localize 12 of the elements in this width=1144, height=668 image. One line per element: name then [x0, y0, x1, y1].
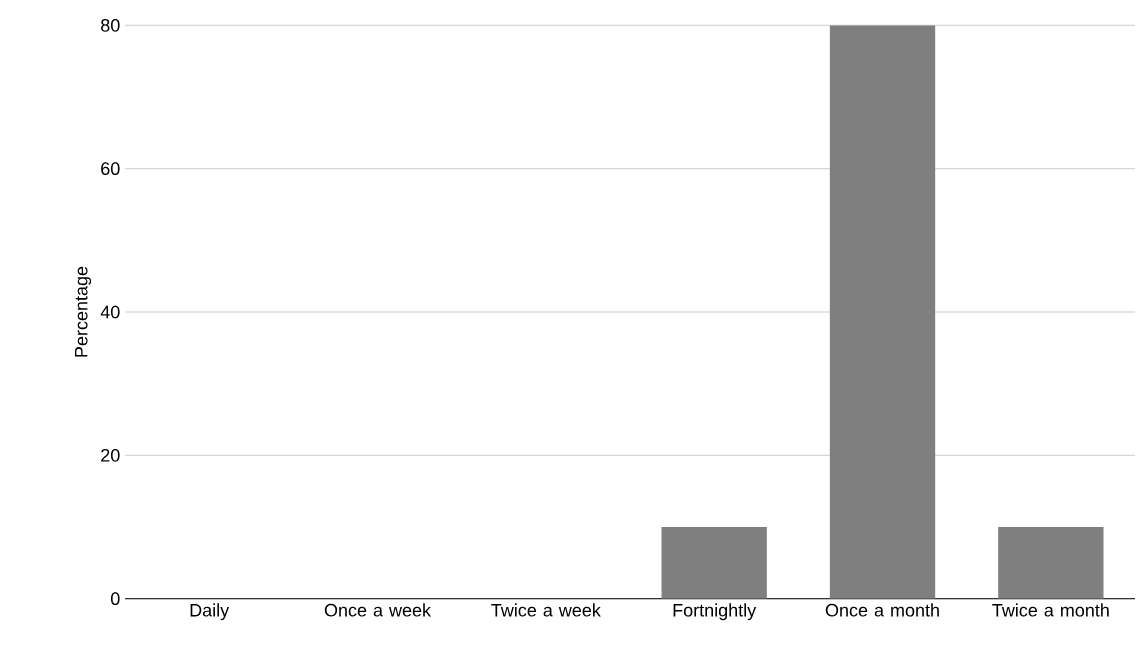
x-tick-label: Twice a month: [992, 603, 1109, 617]
x-tick-label: Twice a week: [491, 603, 601, 617]
y-tick-label: 40: [100, 305, 120, 319]
y-tick-label: 0: [111, 592, 120, 606]
x-tick-label: Daily: [190, 603, 230, 621]
x-tick-label: Once a week: [324, 603, 432, 617]
y-tick-label: 80: [101, 18, 120, 32]
y-axis-title: Percentage: [75, 266, 92, 357]
y-tick-label: 60: [101, 162, 120, 176]
x-tick-label: Once a month: [825, 603, 939, 617]
y-tick-label: 20: [101, 448, 120, 462]
x-tick-label: Fortnightly: [673, 603, 757, 621]
